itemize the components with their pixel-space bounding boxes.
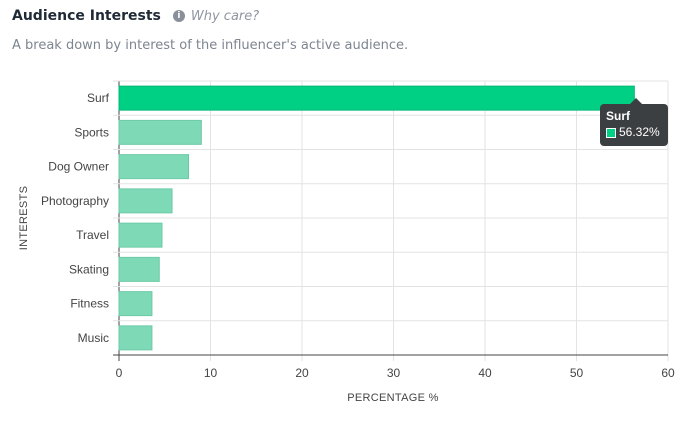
bar-skating[interactable] [118, 256, 160, 282]
category-label: Photography [41, 194, 109, 208]
tooltip-value: 56.32% [619, 125, 660, 139]
category-label: Dog Owner [48, 160, 109, 174]
card-subtitle: A break down by interest of the influenc… [12, 38, 409, 53]
x-tick-label: 10 [204, 366, 218, 380]
why-care-link[interactable]: Why care? [190, 8, 260, 24]
x-tick-label: 0 [116, 366, 123, 380]
x-tick-labels: 0 10 20 30 40 50 60 [116, 366, 675, 380]
bar-travel[interactable] [118, 222, 163, 248]
x-tick-label: 50 [570, 366, 584, 380]
chart-grid [113, 80, 669, 361]
chart-bars [118, 85, 635, 351]
category-label: Skating [69, 262, 109, 276]
card-title: Audience Interests [12, 8, 161, 24]
x-tick-label: 60 [661, 366, 675, 380]
bar-photography[interactable] [118, 188, 173, 214]
y-axis-title: INTERESTS [18, 186, 30, 250]
bar-sports[interactable] [118, 119, 202, 145]
x-tick-label: 20 [295, 366, 309, 380]
x-tick-label: 40 [478, 366, 492, 380]
bar-music[interactable] [118, 325, 153, 351]
bar-fitness[interactable] [118, 291, 153, 317]
tooltip-swatch [606, 127, 616, 138]
tooltip-title: Surf [606, 109, 630, 123]
category-label: Travel [76, 228, 109, 242]
tooltip-row: 56.32% [606, 126, 662, 139]
bar-tooltip: Surf 56.32% [600, 98, 668, 146]
info-icon[interactable]: i [172, 10, 185, 22]
x-tick-label: 30 [387, 366, 401, 380]
category-label: Music [78, 331, 109, 345]
category-label: Sports [74, 125, 109, 139]
category-label: Surf [87, 91, 110, 105]
category-labels: Surf Sports Dog Owner Photography Travel Skat… [41, 91, 110, 345]
category-label: Fitness [70, 297, 109, 311]
bar-surf[interactable] [118, 85, 635, 111]
card-header: Audience Interests i Why care? [12, 6, 259, 26]
bar-dog-owner[interactable] [118, 154, 190, 180]
x-axis-title: PERCENTAGE % [347, 392, 438, 404]
